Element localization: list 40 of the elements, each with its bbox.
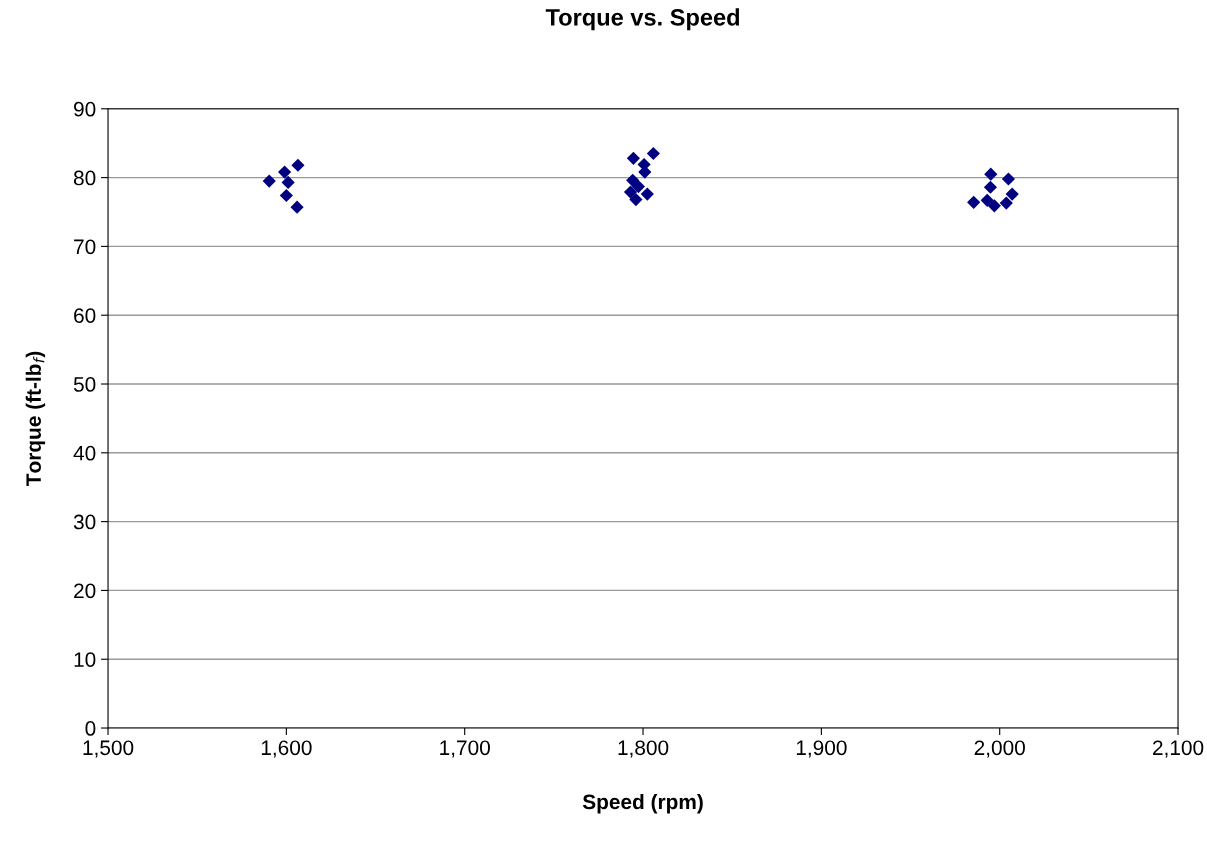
- y-tick-label: 50: [73, 377, 96, 392]
- y-tick-label: 70: [74, 239, 96, 255]
- point: [262, 174, 276, 188]
- x-tick-label: 2,100: [1153, 740, 1204, 758]
- y-tick-label: 40: [73, 445, 96, 461]
- point: [291, 158, 305, 172]
- point: [999, 196, 1013, 210]
- point: [646, 146, 660, 161]
- point: [984, 167, 998, 181]
- x-tick-label: 2,000: [974, 740, 1025, 758]
- point: [640, 187, 654, 201]
- x-axis-title: Speed (rpm): [582, 793, 703, 814]
- point: [279, 188, 293, 203]
- x-tick-label: 1,700: [440, 740, 490, 758]
- point: [281, 175, 295, 190]
- y-axis-title: Torque (ft-lb$_{f}$): [25, 351, 46, 486]
- point: [629, 193, 643, 207]
- point: [1001, 172, 1016, 186]
- point: [623, 185, 638, 199]
- point: [626, 151, 640, 165]
- point: [277, 165, 292, 179]
- x-tick-label: 1,900: [796, 740, 847, 758]
- y-tick-label: 0: [85, 721, 96, 736]
- y-tick-label: 60: [74, 308, 96, 323]
- y-tick-label: 20: [74, 583, 96, 599]
- y-tick-label: 90: [74, 101, 96, 117]
- point: [631, 179, 645, 194]
- point: [967, 195, 981, 209]
- point: [983, 180, 998, 194]
- point: [1005, 187, 1019, 201]
- point: [290, 200, 304, 214]
- y-tick-label: 10: [74, 652, 96, 667]
- y-tick-label: 30: [73, 514, 96, 530]
- chart-title: Torque vs. Speed: [545, 8, 740, 31]
- y-tick-label: 80: [73, 170, 96, 186]
- x-tick-label: 1,500: [83, 740, 134, 758]
- point: [987, 199, 1001, 213]
- x-tick-label: 1,800: [618, 740, 669, 758]
- x-tick-label: 1,600: [261, 740, 312, 758]
- point: [980, 193, 994, 207]
